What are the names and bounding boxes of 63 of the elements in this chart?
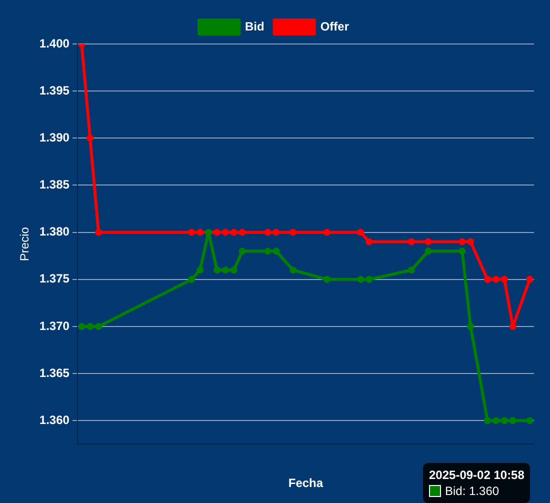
point	[290, 266, 297, 274]
point	[500, 276, 508, 283]
text: Bid: 1.360	[445, 483, 500, 499]
y-tick-label: 1.400	[39, 36, 70, 50]
point	[357, 228, 364, 236]
point	[408, 266, 415, 274]
point	[509, 322, 516, 330]
point	[458, 238, 466, 246]
point	[290, 228, 297, 236]
y-tick-label: 1.395	[39, 83, 70, 98]
y-tick-label: 1.360	[39, 412, 70, 427]
point	[213, 266, 220, 274]
point	[458, 248, 466, 255]
point	[238, 228, 246, 236]
legend-label: Offer	[320, 19, 350, 34]
point	[264, 228, 272, 236]
point	[467, 238, 474, 246]
point	[204, 228, 212, 236]
point	[86, 134, 94, 142]
point	[467, 322, 474, 330]
point	[323, 228, 330, 236]
point	[492, 276, 500, 283]
point	[95, 228, 102, 236]
point	[213, 228, 220, 236]
point	[196, 266, 204, 274]
point	[188, 228, 196, 236]
y-tick-label: 1.375	[39, 272, 70, 286]
point	[526, 417, 534, 424]
point	[357, 276, 364, 283]
legend-label: Bid	[245, 19, 264, 34]
point	[95, 322, 102, 330]
point	[196, 228, 204, 236]
y-axis-title: Precio	[18, 226, 32, 262]
y-tick-label: 1.390	[39, 130, 70, 144]
point	[222, 266, 229, 274]
point	[509, 417, 516, 424]
point	[366, 276, 373, 283]
point	[366, 238, 373, 246]
point	[526, 276, 534, 283]
x-axis-title: Fecha	[288, 476, 324, 490]
text: 2025-09-02 10:58	[429, 467, 524, 483]
point	[230, 266, 238, 274]
point	[230, 228, 238, 236]
point	[188, 276, 196, 283]
point	[264, 248, 272, 255]
y-tick-label: 1.370	[39, 318, 70, 333]
point	[424, 238, 432, 246]
point	[222, 228, 229, 236]
point	[408, 238, 415, 246]
point	[492, 417, 500, 424]
y-tick-label: 1.385	[39, 178, 70, 192]
point	[238, 248, 246, 255]
point	[484, 417, 491, 424]
point	[424, 248, 432, 255]
y-tick-label: 1.380	[39, 224, 70, 239]
point	[86, 322, 94, 330]
point	[272, 248, 280, 255]
point	[323, 276, 330, 283]
y-tick-label: 1.365	[39, 366, 70, 380]
point	[500, 417, 508, 424]
point	[272, 228, 280, 236]
point	[78, 322, 86, 330]
point	[484, 276, 491, 283]
